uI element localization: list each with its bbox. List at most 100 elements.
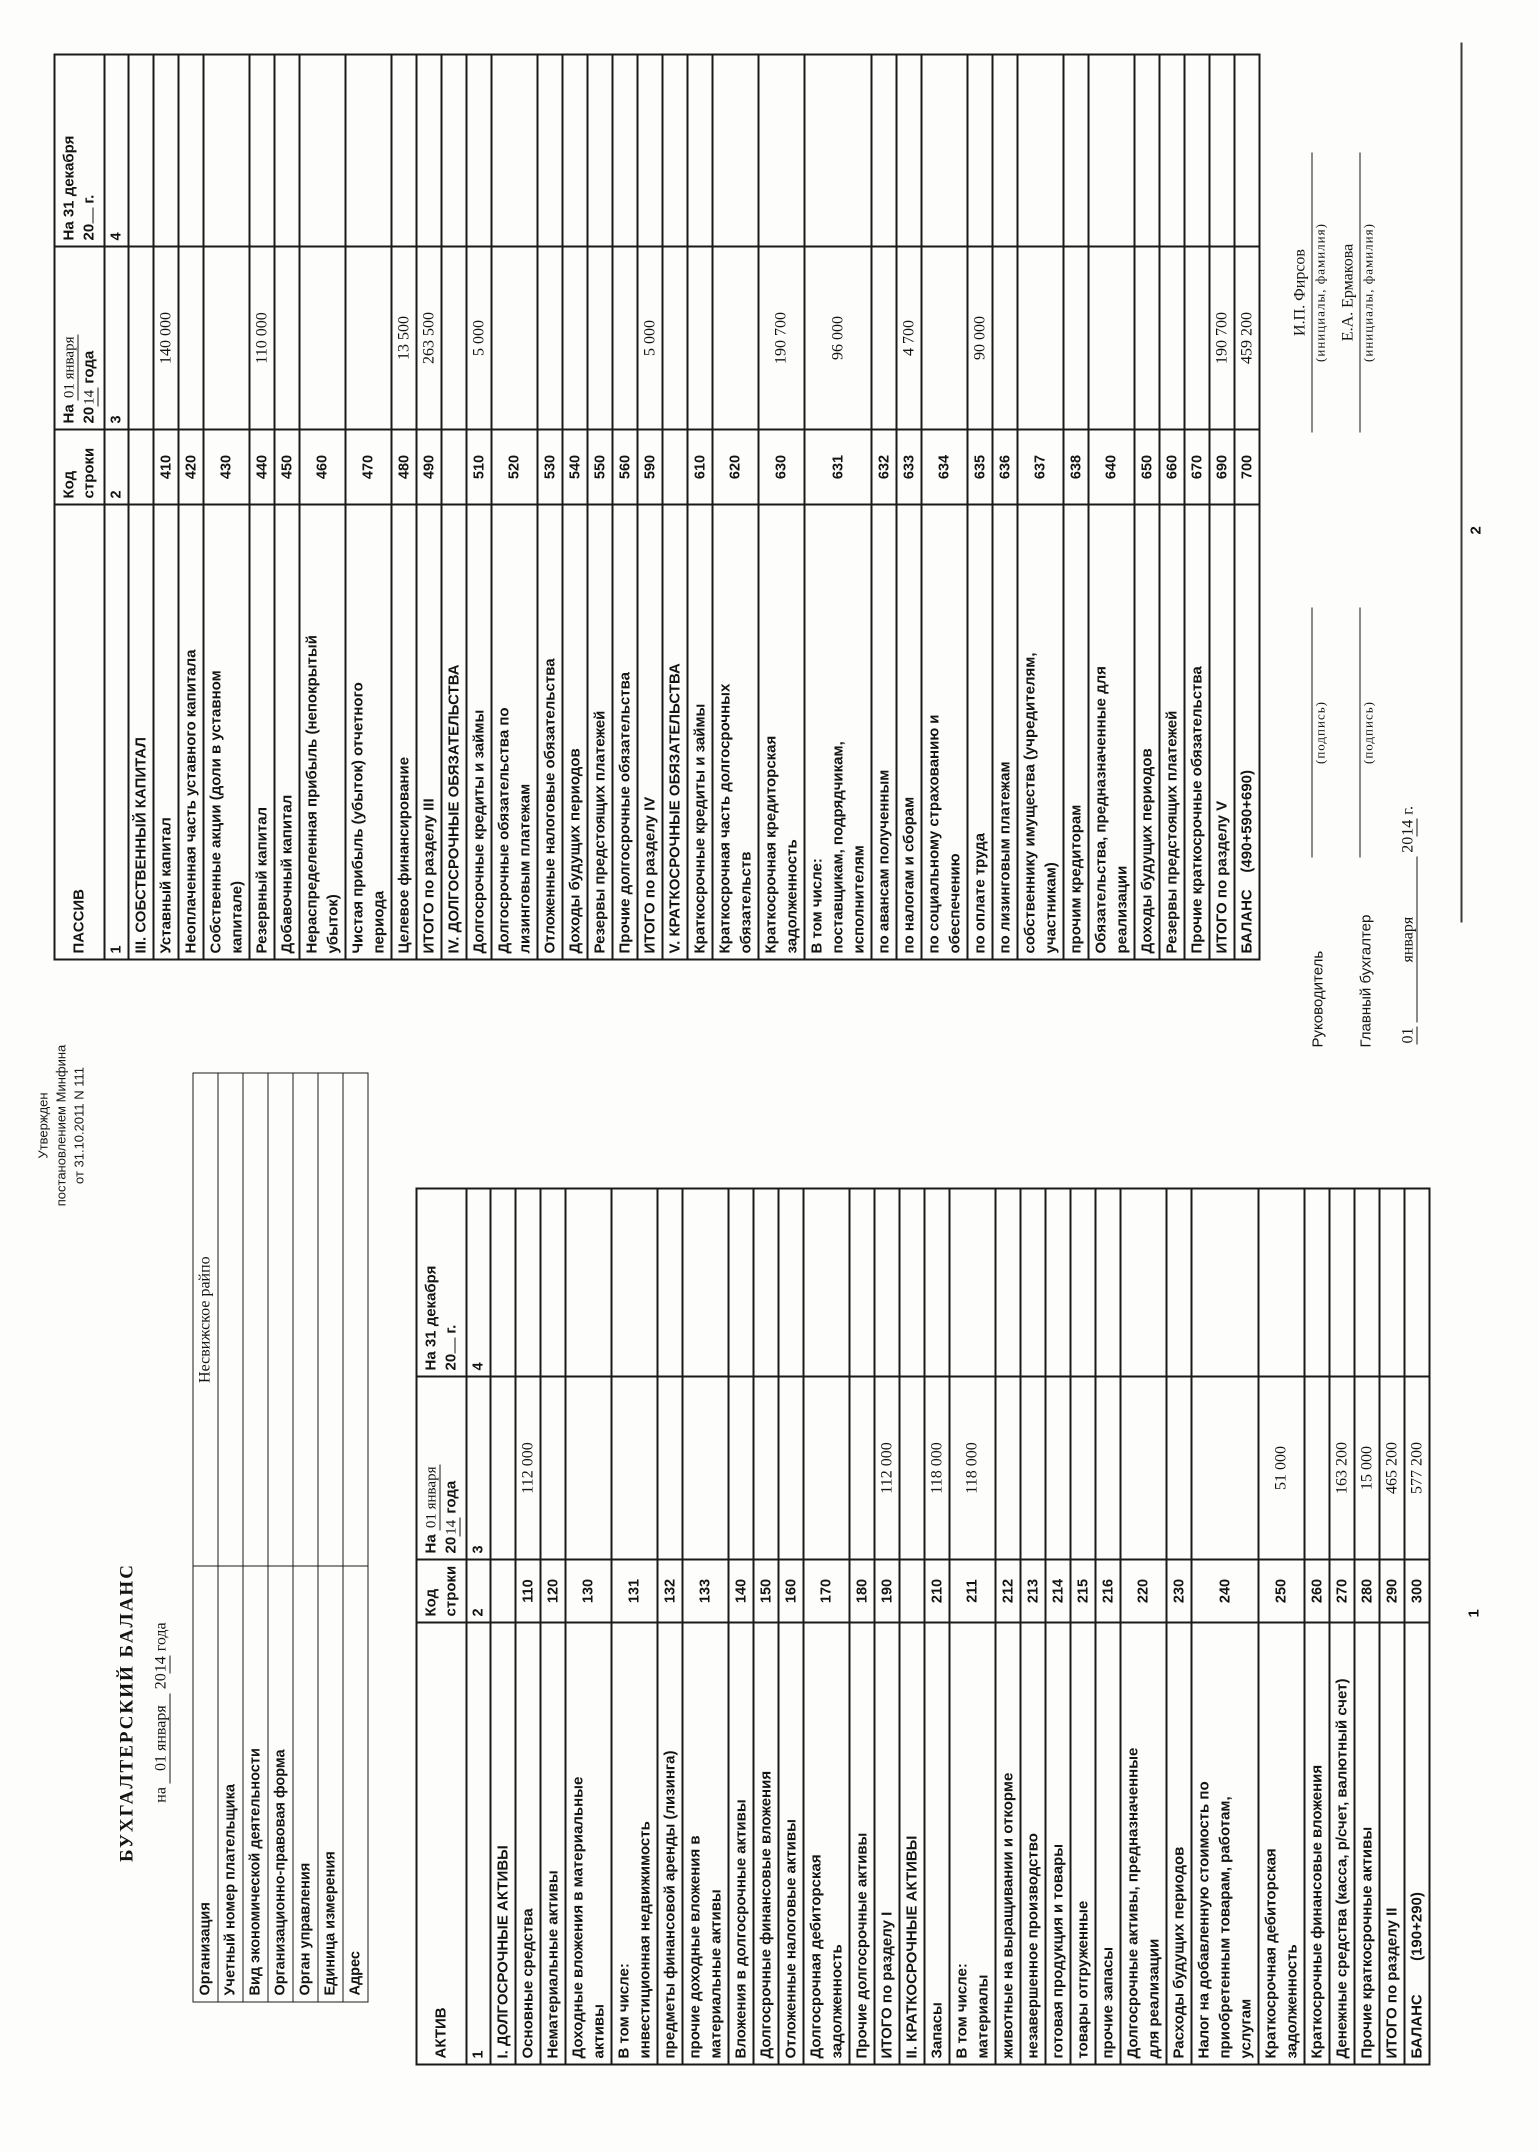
organization-info-table: Организация Несвижское райпо Учетный номер… — [192, 1072, 368, 2002]
date-suffix: года — [152, 1621, 169, 1651]
row-code: 638 — [1063, 429, 1088, 504]
row-code: 240 — [1191, 1559, 1258, 1622]
row-code: 210 — [924, 1559, 949, 1622]
passiv-table: ПАССИВ Код строки На 01 января 2014 года На 3… — [53, 53, 1260, 960]
row-label: Налог на добавленную стоимость по приобре… — [1191, 1622, 1258, 2064]
row-code: 450 — [274, 429, 299, 504]
row-code: 212 — [995, 1559, 1020, 1622]
row-label: по авансам полученным — [871, 504, 896, 959]
section-row-label: IV. ДОЛГОСРОЧНЫЕ ОБЯЗАТЕЛЬСТВА — [441, 504, 466, 959]
row-value-jan — [178, 246, 203, 429]
row-value-jan — [1304, 1376, 1329, 1559]
row-code: 440 — [249, 429, 274, 504]
row-label: прочим кредиторам — [1063, 504, 1088, 959]
row-value-jan — [1120, 1376, 1166, 1559]
row-value-jan — [712, 246, 758, 429]
row-label: Денежные средства (касса, р/счет, валютн… — [1329, 1622, 1354, 2064]
director-sign-area: (подпись) — [1294, 607, 1328, 857]
row-value-jan — [1184, 246, 1209, 429]
date-century: 20 — [1399, 836, 1416, 853]
row-code: 190 — [874, 1559, 899, 1622]
row-label: прочие запасы — [1095, 1622, 1120, 2064]
org-row-label: Организация — [192, 1565, 218, 2002]
accountant-sign-area: (подпись) — [1342, 607, 1376, 857]
row-label: по лизинговым платежам — [992, 504, 1017, 959]
row-code — [441, 429, 466, 504]
row-code: 120 — [540, 1559, 565, 1622]
row-label: Краткосрочная дебиторская задолженность — [1258, 1622, 1304, 2064]
row-label: Долгосрочные активы, предназначенные для … — [1120, 1622, 1166, 2064]
row-label: Доходы будущих периодов — [562, 504, 587, 959]
row-value-jan — [687, 246, 712, 429]
row-value-dec — [921, 54, 967, 246]
row-label: ИТОГО по разделу I — [874, 1622, 899, 2064]
row-label: Резервы предстоящих платежей — [1159, 504, 1184, 959]
row-code: 110 — [515, 1559, 540, 1622]
row-value-dec — [249, 54, 274, 246]
row-label: Прочие долгосрочные активы — [849, 1622, 874, 2064]
row-value-dec — [1404, 1188, 1429, 1376]
row-code: 220 — [1120, 1559, 1166, 1622]
row-value-jan — [565, 1376, 611, 1559]
row-value-jan — [1063, 246, 1088, 429]
column-header-code: Код строки — [416, 1559, 466, 1622]
row-value-jan — [657, 1376, 682, 1559]
row-value-dec — [924, 1188, 949, 1376]
document-title: БУХГАЛТЕРСКИЙ БАЛАНС — [116, 1562, 137, 1862]
row-value-dec — [662, 54, 687, 246]
row-value-dec — [565, 1188, 611, 1376]
row-value-dec — [178, 54, 203, 246]
row-value-dec — [441, 54, 466, 246]
row-label: Собственные акции (доли в уставном капита… — [203, 504, 249, 959]
row-code: 280 — [1354, 1559, 1379, 1622]
row-label: Долгосрочные финансовые вложения — [753, 1622, 778, 2064]
row-value-jan — [662, 246, 687, 429]
row-label: по оплате труда — [967, 504, 992, 959]
row-label: Добавочный капитал — [274, 504, 299, 959]
row-value-dec — [849, 1188, 874, 1376]
row-label: товары отгруженные — [1070, 1622, 1095, 2064]
row-value-dec — [1209, 54, 1234, 246]
row-value-dec — [753, 1188, 778, 1376]
director-sign-line — [1294, 607, 1312, 857]
row-value-jan — [540, 1376, 565, 1559]
row-value-jan: 577 200 — [1404, 1376, 1429, 1559]
director-name-hint: (инициалы, фамилия) — [1312, 222, 1327, 362]
row-code: 637 — [1017, 429, 1063, 504]
row-value-dec — [874, 1188, 899, 1376]
org-row-value — [267, 1072, 293, 1566]
row-value-jan — [728, 1376, 753, 1559]
row-value-jan: 110 000 — [249, 246, 274, 429]
row-code: 150 — [753, 1559, 778, 1622]
page-2-passiv: ПАССИВ Код строки На 01 января 2014 года На 3… — [0, 0, 1539, 1072]
row-label: Отложенные налоговые активы — [778, 1622, 803, 2064]
org-row-label: Организационно-правовая форма — [267, 1565, 293, 2002]
row-code: 250 — [1258, 1559, 1304, 1622]
row-code: 131 — [611, 1559, 657, 1622]
row-label: животные на выращивании и откорме — [995, 1622, 1020, 2064]
row-value-jan: 5 000 — [637, 246, 662, 429]
section-row-label: V. КРАТКОСРОЧНЫЕ ОБЯЗАТЕЛЬСТВА — [662, 504, 687, 959]
row-value-dec — [587, 54, 612, 246]
row-value-jan — [1017, 246, 1063, 429]
org-row-value — [342, 1072, 368, 1566]
row-value-dec — [562, 54, 587, 246]
row-value-dec — [637, 54, 662, 246]
row-code: 631 — [804, 429, 871, 504]
row-value-dec — [490, 1188, 515, 1376]
row-value-dec — [153, 54, 178, 246]
row-code: 550 — [587, 429, 612, 504]
row-value-dec — [299, 54, 345, 246]
row-label: Нематериальные активы — [540, 1622, 565, 2064]
row-value-jan: 96 000 — [804, 246, 871, 429]
date-month: января — [1399, 856, 1417, 1022]
row-value-dec — [612, 54, 637, 246]
row-code: 213 — [1020, 1559, 1045, 1622]
date-day: 01 — [1399, 1026, 1417, 1044]
row-label: Чистая прибыль (убыток) отчетного периода — [345, 504, 391, 959]
row-code: 420 — [178, 429, 203, 504]
row-label: Краткосрочная кредиторская задолженность — [758, 504, 804, 959]
row-value-dec — [657, 1188, 682, 1376]
row-label: Вложения в долгосрочные активы — [728, 1622, 753, 2064]
row-code: 290 — [1379, 1559, 1404, 1622]
